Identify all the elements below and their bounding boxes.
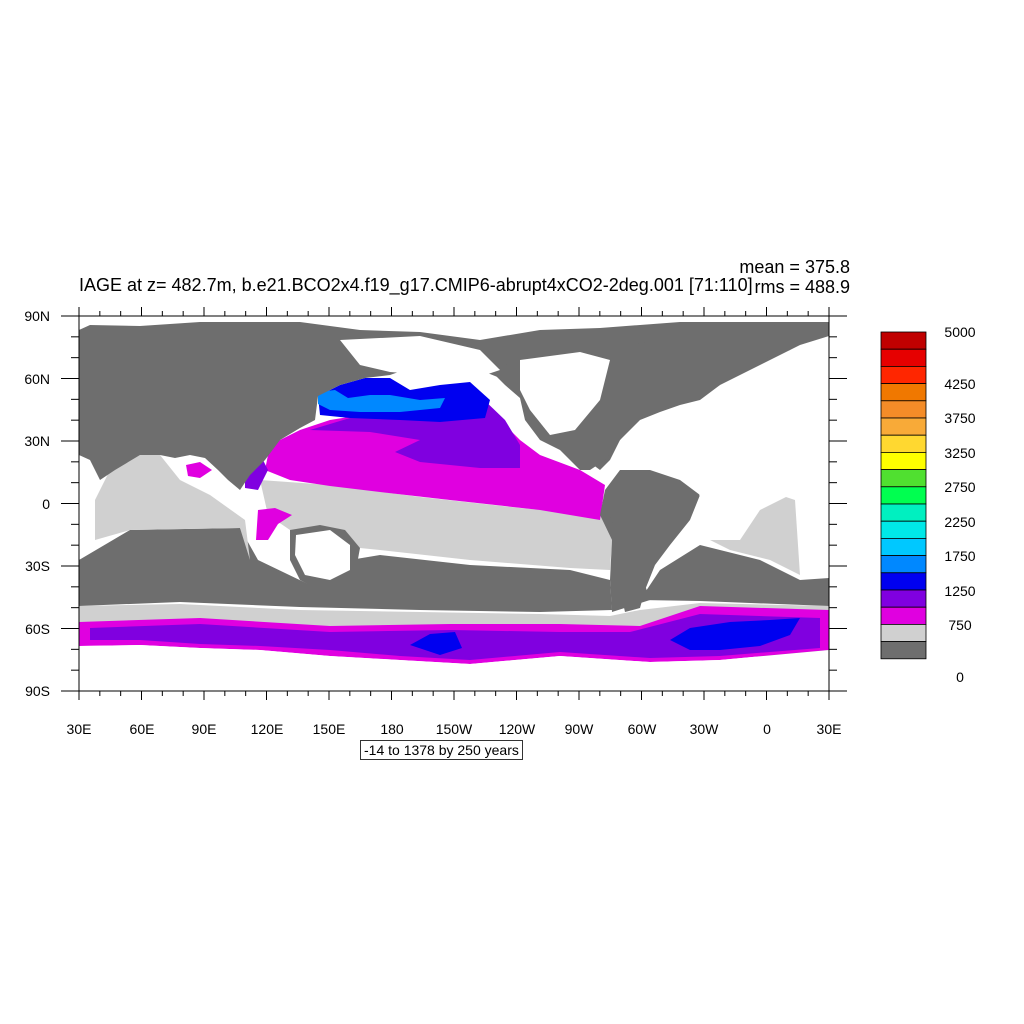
map-panel: [61, 307, 847, 700]
legend-swatch: [880, 520, 927, 539]
legend-swatch: [880, 434, 927, 453]
equatorial-pacific-band-low: [260, 480, 612, 570]
australia-missing: [295, 530, 350, 580]
legend-swatch: [880, 624, 927, 643]
north-america-missing: [520, 352, 610, 435]
lon-label-120w: 120W: [498, 721, 536, 737]
weddell-blue-pool: [670, 618, 800, 650]
north-pacific-band-magenta: [265, 408, 605, 520]
lon-label-30e: 30E: [66, 721, 92, 737]
legend-swatch: [880, 331, 927, 350]
legend-swatch: [880, 572, 927, 591]
legend-swatch: [880, 469, 927, 488]
north-pacific-band-lightblue: [318, 390, 445, 412]
lon-label-90e: 90E: [191, 721, 217, 737]
legend-label-3250: 3250: [944, 445, 976, 461]
legend-label-4250: 4250: [944, 376, 976, 392]
plot-title: IAGE at z= 482.7m, b.e21.BCO2x4.f19_g17.…: [79, 275, 753, 295]
arctic-ocean-missing: [340, 336, 500, 380]
bay-of-bengal-magenta: [186, 462, 212, 478]
legend-label-0: 0: [956, 669, 964, 685]
legend-swatch: [880, 589, 927, 608]
legend-label-2250: 2250: [944, 514, 976, 530]
indian-ocean-band-low: [95, 455, 250, 560]
legend-swatch: [880, 348, 927, 367]
lat-label-60s: 60S: [25, 621, 50, 637]
legend-label-5000: 5000: [944, 324, 976, 340]
lat-label-30s: 30S: [25, 558, 50, 574]
legend-swatch: [880, 417, 927, 436]
legend-swatch: [880, 641, 927, 660]
africa-missing: [695, 415, 805, 540]
lat-label-0: 0: [42, 496, 50, 512]
legend-swatch: [880, 365, 927, 384]
legend-swatch: [880, 503, 927, 522]
legend-swatch: [880, 538, 927, 557]
lon-label-180: 180: [380, 721, 404, 737]
legend-swatch: [880, 400, 927, 419]
legend-label-3750: 3750: [944, 410, 976, 426]
lon-label-30w: 30W: [689, 721, 719, 737]
legend-label-2750: 2750: [944, 479, 976, 495]
legend-swatch: [880, 606, 927, 625]
lat-label-90s: 90S: [25, 683, 50, 699]
legend-colorbar: [880, 331, 927, 660]
axis-ticks: [61, 307, 847, 700]
lon-label-0: 0: [763, 721, 771, 737]
legend-swatch: [880, 555, 927, 574]
legend-label-1750: 1750: [944, 548, 976, 564]
lon-label-90w: 90W: [564, 721, 594, 737]
south-atlantic-dark-band: [640, 545, 829, 606]
southern-ocean-band-low: [79, 603, 829, 628]
south-atlantic-band-low: [710, 495, 800, 575]
legend-swatch: [880, 486, 927, 505]
south-america-land: [605, 470, 700, 612]
lat-label-90n: 90N: [24, 308, 50, 324]
legend-swatch: [880, 451, 927, 470]
greenland-land: [730, 325, 800, 360]
mean-label: mean = 375.8: [739, 257, 850, 277]
lon-label-60w: 60W: [627, 721, 657, 737]
lon-label-60e: 60E: [129, 721, 155, 737]
ross-blue-pool: [410, 632, 462, 655]
legend-label-1250: 1250: [944, 583, 976, 599]
legend-label-750: 750: [948, 617, 972, 633]
indonesian-magenta: [256, 508, 292, 540]
lat-label-30n: 30N: [24, 433, 50, 449]
lon-label-30e-east: 30E: [816, 721, 842, 737]
legend-swatch: [880, 383, 927, 402]
lat-label-60n: 60N: [24, 371, 50, 387]
antarctic-coast-missing: [79, 645, 829, 691]
rms-label: rms = 488.9: [754, 277, 850, 297]
contour-interval-label: -14 to 1378 by 250 years: [360, 740, 523, 760]
lon-label-150w: 150W: [435, 721, 473, 737]
lon-label-120e: 120E: [250, 721, 284, 737]
lon-label-150e: 150E: [312, 721, 346, 737]
